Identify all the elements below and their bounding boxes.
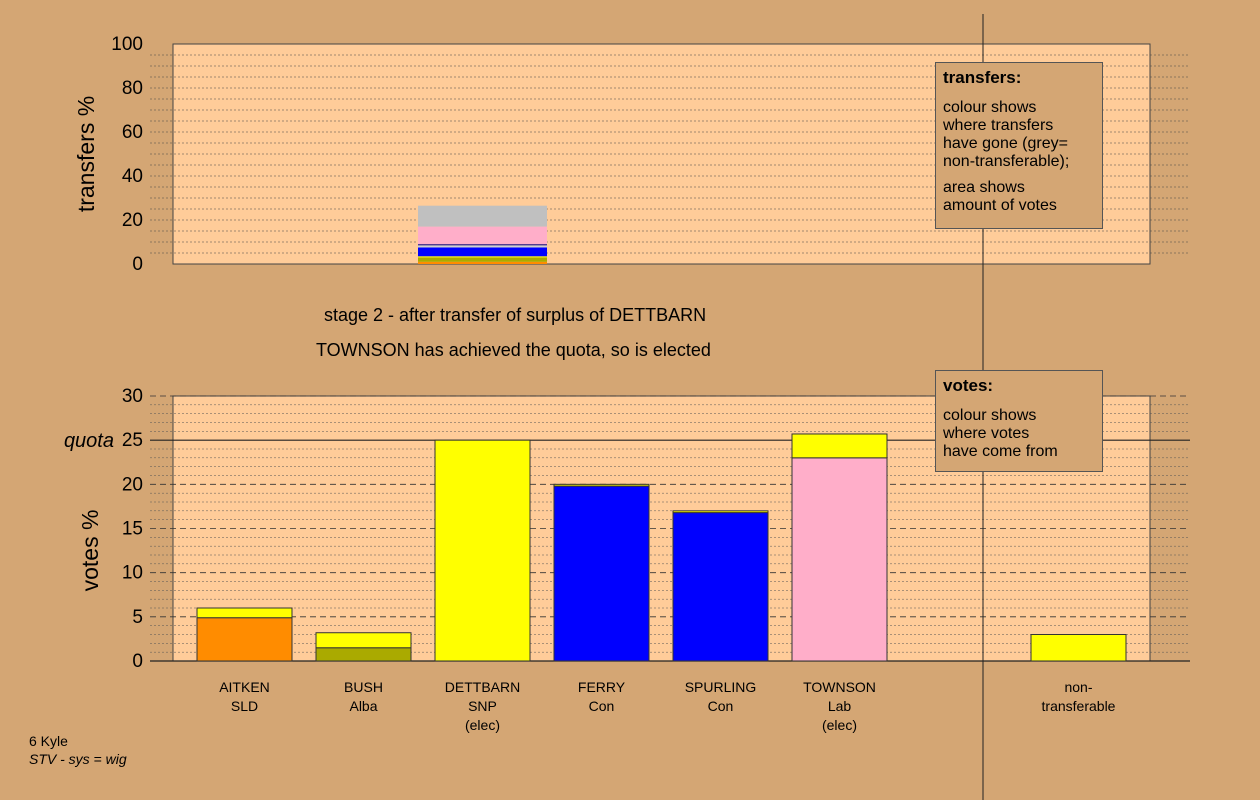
vote-bar-segment: [196, 607, 293, 619]
candidate-label: DETTBARN SNP (elec): [428, 678, 538, 735]
transfers-legend-line: colour shows: [943, 99, 1037, 116]
footer-line-2: STV - sys = wig: [29, 751, 127, 767]
candidate-name: SPURLING: [684, 679, 757, 695]
transfers-y-tick-label: 20: [122, 210, 143, 231]
candidate-party: Con: [707, 698, 734, 714]
transfers-y-tick-label: 60: [122, 122, 143, 143]
vote-bar-segment: [196, 617, 293, 662]
votes-y-axis-label: votes %: [77, 510, 103, 592]
candidate-party: SLD: [230, 698, 259, 714]
candidate-party: transferable: [1041, 698, 1116, 714]
votes-y-tick-label: 25: [122, 430, 143, 451]
vote-bar-segment: [315, 647, 412, 662]
votes-legend-box: votes: colour shows where votes have com…: [935, 370, 1103, 472]
transfers-legend-line: have gone (grey=: [943, 135, 1068, 152]
candidate-party: SNP: [468, 698, 497, 714]
transfer-bar-segment: [418, 244, 547, 246]
transfers-legend-title: transfers:: [943, 68, 1022, 87]
transfers-legend-line: area shows: [943, 179, 1025, 196]
transfer-bar-segment: [418, 256, 547, 258]
votes-y-tick-label: 15: [122, 519, 143, 540]
votes-y-tick-label: 5: [132, 607, 143, 628]
candidate-party: Con: [588, 698, 615, 714]
candidate-name: FERRY: [577, 679, 626, 695]
vote-bar-segment: [553, 483, 650, 487]
candidate-note: (elec): [464, 717, 500, 733]
votes-y-tick-label: 0: [132, 651, 143, 672]
vote-bar-segment: [672, 510, 769, 514]
candidate-label: BUSH Alba: [309, 678, 419, 716]
votes-legend-title: votes:: [943, 376, 994, 395]
transfer-bar-segment: [418, 226, 547, 245]
transfers-y-tick-label: 0: [132, 254, 143, 275]
vote-bar-segment: [434, 439, 531, 662]
candidate-label: FERRY Con: [547, 678, 657, 716]
vote-bar-segment: [315, 632, 412, 649]
stage-caption: stage 2 - after transfer of surplus of D…: [324, 305, 707, 325]
footer-line-1: 6 Kyle: [29, 733, 68, 749]
transfers-legend-box: transfers: colour shows where transfers …: [935, 62, 1103, 229]
transfers-legend-line: amount of votes: [943, 197, 1057, 214]
candidate-label: non-transferable: [1024, 678, 1134, 716]
transfer-bar-segment: [418, 205, 547, 227]
candidate-name: non-: [1064, 679, 1093, 695]
vote-bar-segment: [791, 457, 888, 662]
transfer-bar-segment: [418, 261, 547, 264]
votes-legend-line: where votes: [943, 425, 1030, 442]
votes-y-tick-label: 10: [122, 563, 143, 584]
candidate-name: AITKEN: [219, 679, 270, 695]
candidate-label: AITKEN SLD: [190, 678, 300, 716]
transfer-bar-segment: [418, 247, 547, 257]
vote-bar-segment: [1030, 634, 1127, 662]
transfers-y-tick-label: 40: [122, 166, 143, 187]
elected-caption: TOWNSON has achieved the quota, so is el…: [316, 340, 711, 360]
transfer-bar-segment: [418, 245, 547, 248]
votes-legend-line: have come from: [943, 443, 1058, 460]
candidate-party: Lab: [827, 698, 852, 714]
quota-label: quota: [64, 430, 114, 452]
candidate-party: Alba: [349, 698, 378, 714]
vote-bar-segment: [672, 512, 769, 662]
transfers-y-tick-label: 80: [122, 78, 143, 99]
transfers-y-axis-label: transfers %: [73, 96, 99, 212]
vote-bar-segment: [791, 433, 888, 459]
transfers-legend-line: where transfers: [943, 117, 1054, 134]
votes-legend-line: colour shows: [943, 407, 1037, 424]
candidate-name: BUSH: [344, 679, 383, 695]
transfers-y-tick-label: 100: [111, 34, 143, 55]
transfer-bar-segment: [418, 257, 547, 262]
candidate-note: (elec): [821, 717, 857, 733]
candidate-name: DETTBARN: [444, 679, 521, 695]
transfers-legend-line: non-transferable);: [943, 153, 1070, 170]
candidate-label: TOWNSON Lab (elec): [785, 678, 895, 735]
votes-chart: 0 5 10 15 20 25 30 quota votes %: [64, 386, 1190, 672]
votes-y-tick-label: 30: [122, 386, 143, 407]
candidate-label: SPURLING Con: [666, 678, 776, 716]
votes-y-tick-label: 20: [122, 474, 143, 495]
candidate-name: TOWNSON: [803, 679, 876, 695]
vote-bar-segment: [553, 485, 650, 662]
